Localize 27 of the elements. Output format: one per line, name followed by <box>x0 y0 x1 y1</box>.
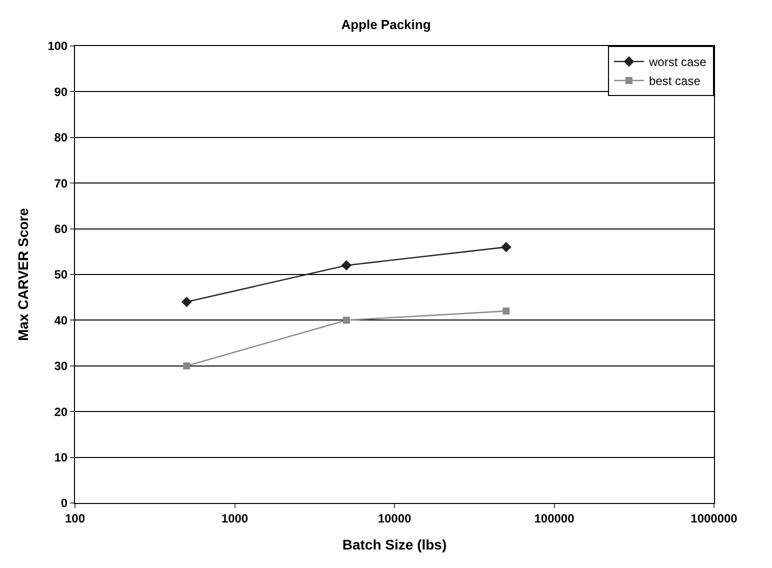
point <box>502 308 510 315</box>
y-tick-label: 80 <box>54 130 68 145</box>
point <box>500 242 512 252</box>
y-tick-label: 50 <box>54 268 68 282</box>
x-tick-label: 100000 <box>534 511 575 526</box>
point <box>341 260 352 271</box>
chart-title: Apple Packing <box>341 16 431 32</box>
x-tick-label: 1000 <box>221 511 248 526</box>
y-tick-label: 0 <box>60 496 68 510</box>
x-tick-label: 100 <box>64 511 86 526</box>
x-tick-label: 10000 <box>378 511 412 526</box>
point <box>183 362 190 370</box>
x-axis-title: Batch Size (lbs) <box>342 536 447 553</box>
point <box>342 316 350 324</box>
y-tick-label: 100 <box>48 39 68 54</box>
y-tick-label: 20 <box>54 404 68 419</box>
legend-label: best case <box>649 74 701 88</box>
y-tick-label: 60 <box>54 222 68 236</box>
y-tick-label: 40 <box>54 313 68 328</box>
y-tick-label: 90 <box>54 84 68 99</box>
legend-label: worst case <box>648 55 707 70</box>
y-tick-label: 70 <box>54 176 68 190</box>
y-tick-label: 30 <box>54 359 68 374</box>
y-tick-label: 10 <box>54 450 68 464</box>
x-tick-label: 1000000 <box>690 511 738 526</box>
point <box>181 296 192 308</box>
y-axis-title: Max CARVER Score <box>15 208 32 341</box>
